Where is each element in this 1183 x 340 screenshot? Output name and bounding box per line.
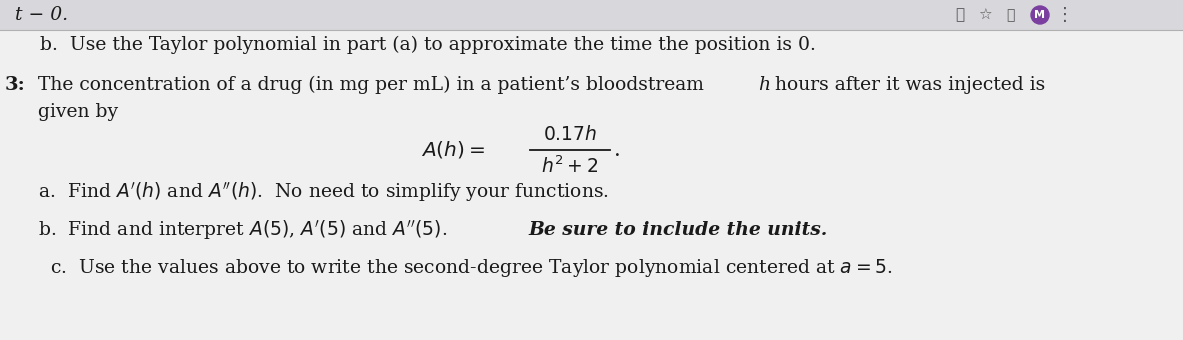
Text: b.  Find and interpret $A(5)$, $A'(5)$ and $A''(5)$.: b. Find and interpret $A(5)$, $A'(5)$ an… — [38, 218, 455, 242]
Text: ⧉: ⧉ — [956, 7, 964, 22]
Text: hours after it was injected is: hours after it was injected is — [769, 76, 1046, 94]
Text: $0.17h$: $0.17h$ — [543, 124, 597, 143]
Text: a.  Find $A'(h)$ and $A''(h)$.  No need to simplify your functions.: a. Find $A'(h)$ and $A''(h)$. No need to… — [38, 180, 609, 204]
Text: given by: given by — [38, 103, 118, 121]
Text: c.  Use the values above to write the second-degree Taylor polynomial centered a: c. Use the values above to write the sec… — [50, 257, 892, 279]
Text: t − 0.: t − 0. — [15, 6, 69, 24]
Text: .: . — [614, 139, 621, 161]
Text: 3:: 3: — [5, 76, 26, 94]
Text: M: M — [1034, 10, 1046, 20]
Text: ☆: ☆ — [978, 7, 991, 22]
Text: h: h — [758, 76, 770, 94]
Text: $A(h) =$: $A(h) =$ — [421, 139, 485, 160]
Text: $h^2+2$: $h^2+2$ — [542, 155, 599, 177]
Bar — [0, 0, 1183, 30]
Text: Be sure to include the units.: Be sure to include the units. — [528, 221, 827, 239]
Text: ⎘: ⎘ — [1006, 8, 1014, 22]
Text: b.  Use the Taylor polynomial in part (a) to approximate the time the position i: b. Use the Taylor polynomial in part (a)… — [40, 36, 816, 54]
Text: ⋮: ⋮ — [1056, 6, 1074, 24]
Text: The concentration of a drug (in mg per mL) in a patient’s bloodstream: The concentration of a drug (in mg per m… — [38, 76, 710, 94]
Circle shape — [1032, 6, 1049, 24]
